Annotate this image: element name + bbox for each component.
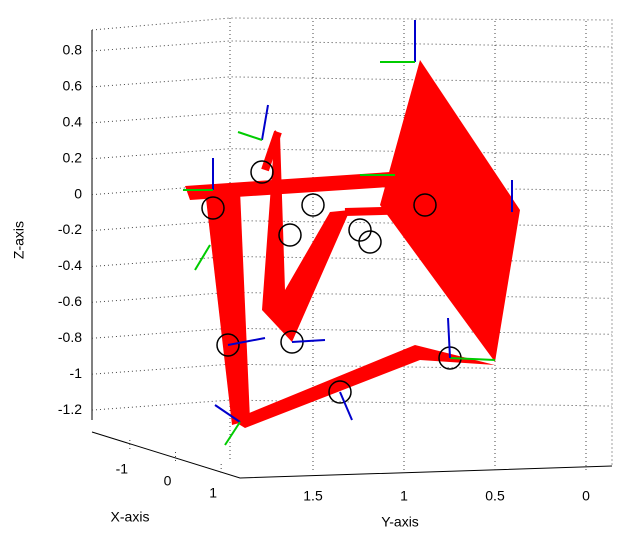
grid-line — [92, 113, 612, 123]
axes-box — [92, 18, 612, 478]
joint — [251, 161, 273, 183]
z-tick-label: 0.8 — [63, 42, 83, 58]
chart: Z-axis X-axis Y-axis 0.8 0.6 0.4 0.2 0 -0.2 -0… — [0, 0, 617, 533]
frame-arrow — [238, 132, 262, 140]
grid — [92, 20, 612, 476]
frame-arrow — [195, 245, 210, 270]
z-tick-label: -1.2 — [58, 401, 82, 417]
frame-arrow — [262, 105, 268, 140]
grid-line — [92, 292, 612, 302]
grid-line — [92, 41, 612, 51]
grid-line — [92, 400, 612, 410]
z-axis-label: Z-axis — [11, 221, 27, 259]
page: Z-axis X-axis Y-axis 0.8 0.6 0.4 0.2 0 -0.2 -0… — [0, 0, 617, 533]
z-tick-label: -0.2 — [58, 221, 82, 237]
floor-edge — [92, 432, 612, 478]
grid-line — [92, 149, 612, 159]
y-tick-label: 0.5 — [485, 488, 505, 504]
frame-arrow — [225, 422, 240, 445]
z-tick-label: -0.8 — [58, 329, 82, 345]
x-tick-label: 0 — [164, 473, 172, 489]
z-tick-label: 0.6 — [63, 78, 83, 94]
y-tick-label: 0 — [582, 488, 590, 504]
z-tick-label: -0.6 — [58, 293, 82, 309]
frame-arrow — [448, 318, 450, 358]
frame-arrow — [292, 340, 325, 342]
y-tick-label: 1.5 — [303, 488, 323, 504]
red-link — [205, 190, 250, 425]
z-tick-label: 0 — [74, 185, 82, 201]
y-axis-label: Y-axis — [381, 514, 419, 530]
x-axis-label: X-axis — [111, 509, 150, 525]
red-link — [345, 210, 420, 212]
z-tick-label: -1 — [70, 365, 83, 381]
grid-line — [92, 256, 612, 266]
z-tick-label: 0.2 — [63, 149, 83, 165]
box-edge — [92, 18, 612, 466]
z-tick-label: -0.4 — [58, 257, 82, 273]
x-tick-label: -1 — [116, 461, 129, 477]
grid-line — [92, 77, 612, 87]
z-tick-label: 0.4 — [63, 113, 83, 129]
x-tick-label: 1 — [209, 485, 217, 501]
grid-line — [92, 328, 612, 338]
red-link — [262, 130, 350, 342]
y-tick-label: 1 — [400, 488, 408, 504]
